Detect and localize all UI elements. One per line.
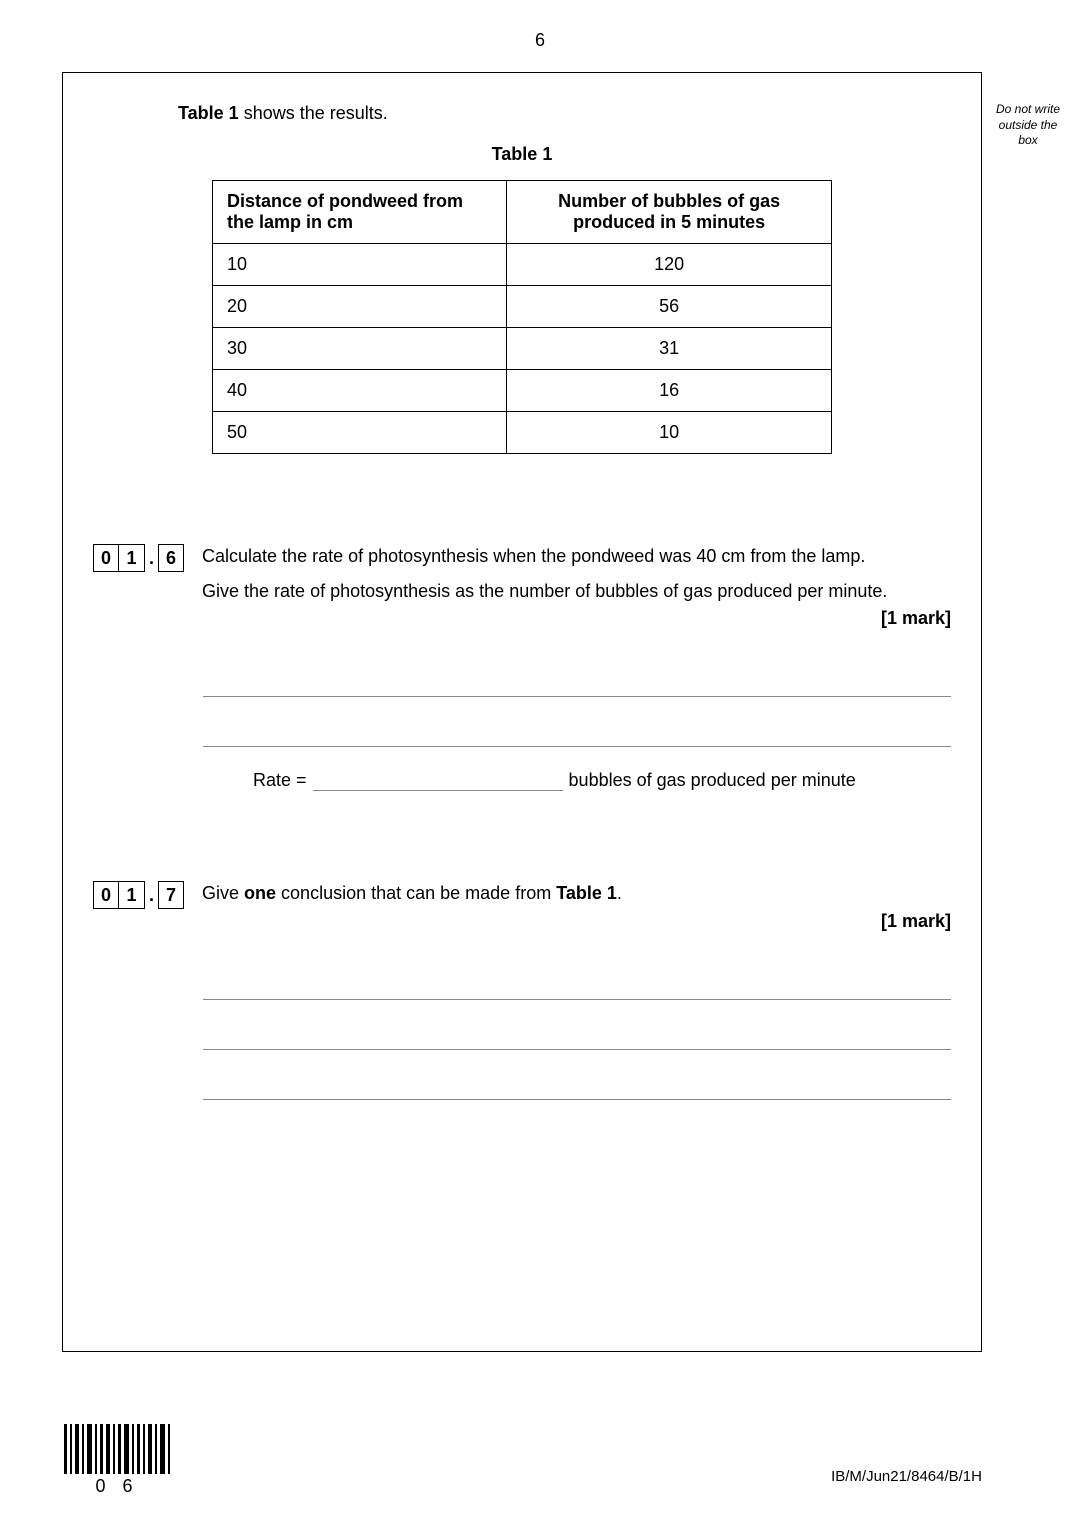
question-text: Calculate the rate of photosynthesis whe…: [202, 544, 951, 659]
q017-bold2: Table 1: [556, 883, 617, 903]
intro-bold: Table 1: [178, 103, 239, 123]
answer-line[interactable]: [203, 1022, 951, 1050]
q016-line1: Calculate the rate of photosynthesis whe…: [202, 544, 951, 569]
table-row: 50 10: [213, 412, 832, 454]
margin-note: Do not write outside the box: [988, 102, 1068, 149]
answer-line[interactable]: [203, 719, 951, 747]
qnum-digit: 0: [93, 544, 119, 572]
table-cell: 56: [507, 286, 832, 328]
barcode: 0 6: [62, 1424, 172, 1497]
content-box: Table 1 shows the results. Table 1 Dista…: [62, 72, 982, 1352]
table-cell: 31: [507, 328, 832, 370]
qnum-dot: .: [145, 548, 158, 569]
q017-bold1: one: [244, 883, 276, 903]
barcode-icon: [62, 1424, 172, 1474]
barcode-label: 0 6: [62, 1476, 172, 1497]
question-016: 0 1 . 6 Calculate the rate of photosynth…: [93, 544, 951, 659]
qnum-digit: 1: [119, 544, 145, 572]
answer-line[interactable]: [203, 972, 951, 1000]
question-number-boxes: 0 1 . 7: [93, 881, 184, 909]
question-017: 0 1 . 7 Give one conclusion that can be …: [93, 881, 951, 961]
qnum-dot: .: [145, 885, 158, 906]
page-number: 6: [0, 0, 1080, 51]
table-row: 40 16: [213, 370, 832, 412]
table-cell: 16: [507, 370, 832, 412]
table-cell: 20: [213, 286, 507, 328]
data-table: Distance of pondweed from the lamp in cm…: [212, 180, 832, 454]
rate-label: Rate =: [253, 770, 307, 791]
rate-blank[interactable]: [313, 769, 563, 791]
footer-code: IB/M/Jun21/8464/B/1H: [831, 1468, 982, 1485]
table-header-col1: Distance of pondweed from the lamp in cm: [213, 181, 507, 244]
qnum-digit: 7: [158, 881, 184, 909]
table-cell: 30: [213, 328, 507, 370]
table-row: 20 56: [213, 286, 832, 328]
q017-post: .: [617, 883, 622, 903]
question-number-boxes: 0 1 . 6: [93, 544, 184, 572]
table-title: Table 1: [93, 144, 951, 165]
q017-mid: conclusion that can be made from: [276, 883, 556, 903]
qnum-digit: 0: [93, 881, 119, 909]
table-cell: 120: [507, 244, 832, 286]
rate-unit: bubbles of gas produced per minute: [569, 770, 856, 791]
q017-line: Give one conclusion that can be made fro…: [202, 881, 951, 906]
answer-line[interactable]: [203, 669, 951, 697]
question-text: Give one conclusion that can be made fro…: [202, 881, 951, 961]
intro-suffix: shows the results.: [239, 103, 388, 123]
qnum-digit: 6: [158, 544, 184, 572]
rate-answer: Rate = bubbles of gas produced per minut…: [253, 769, 951, 791]
table-row: 30 31: [213, 328, 832, 370]
table-cell: 10: [213, 244, 507, 286]
intro-text: Table 1 shows the results.: [178, 103, 951, 124]
q017-pre: Give: [202, 883, 244, 903]
table-header-col2: Number of bubbles of gas produced in 5 m…: [507, 181, 832, 244]
table-cell: 10: [507, 412, 832, 454]
table-row: 10 120: [213, 244, 832, 286]
answer-line[interactable]: [203, 1072, 951, 1100]
table-cell: 40: [213, 370, 507, 412]
q016-line2: Give the rate of photosynthesis as the n…: [202, 579, 951, 604]
table-cell: 50: [213, 412, 507, 454]
q017-marks: [1 mark]: [202, 911, 951, 932]
qnum-digit: 1: [119, 881, 145, 909]
q016-marks: [1 mark]: [202, 608, 951, 629]
